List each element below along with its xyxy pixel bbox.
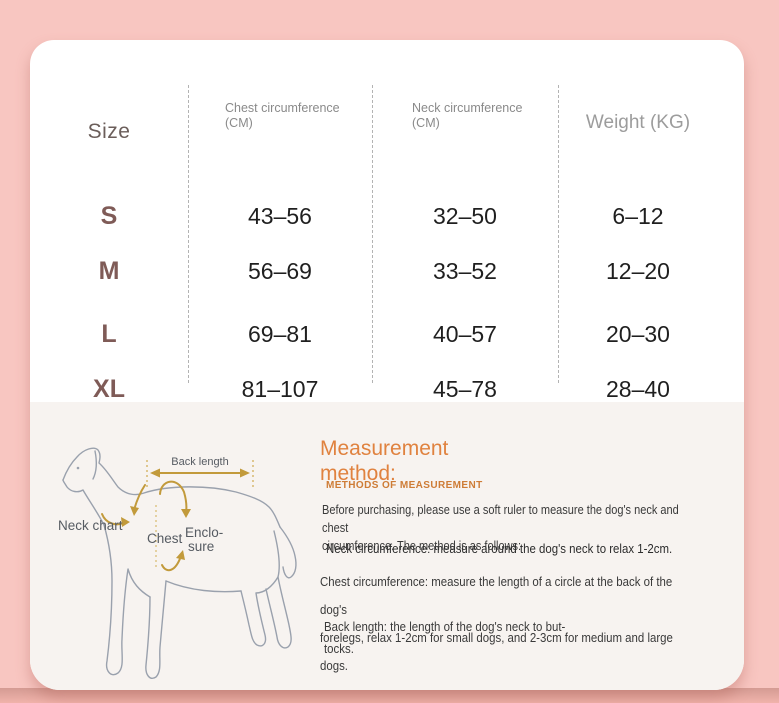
size-cell: M — [98, 257, 120, 285]
chest-cell: 43–56 — [248, 203, 312, 229]
intro-paragraph: Before purchasing, please use a soft rul… — [322, 503, 679, 553]
column-header-weight: Weight (KG) — [585, 112, 691, 133]
neck-circumference-paragraph: Neck circumference: measure around the d… — [326, 541, 673, 556]
table-row: S 43–56 32–50 6–12 — [30, 197, 744, 235]
back-length-label: Back length — [171, 456, 228, 468]
neck-chart-label: Neck chart — [58, 518, 123, 533]
size-cell: L — [101, 320, 117, 348]
column-header-chest: Chest circumference (CM) — [225, 101, 340, 130]
chest-circumference-paragraph: Chest circumference: measure the length … — [320, 574, 673, 673]
chest-cell: 69–81 — [248, 321, 312, 347]
back-length-paragraph: Back length: the length of the dog's nec… — [324, 619, 566, 656]
enclosure-label: Enclo- — [185, 525, 223, 540]
measure-arrows — [101, 480, 191, 572]
methods-of-measurement-subtitle: METHODS OF MEASUREMENT — [326, 480, 483, 491]
weight-cell: 12–20 — [606, 258, 670, 284]
column-header-size: Size — [87, 120, 131, 143]
table-row: XL 81–107 45–78 28–40 — [30, 370, 744, 408]
neck-cell: 40–57 — [433, 321, 497, 347]
table-row: L 69–81 40–57 20–30 — [30, 315, 744, 353]
neck-cell: 45–78 — [433, 376, 497, 402]
column-divider — [372, 85, 373, 383]
neck-cell: 32–50 — [433, 203, 497, 229]
back-length-guide-dots — [146, 460, 254, 568]
enclosure-label: sure — [188, 539, 214, 554]
column-header-neck: Neck circumference (CM) — [412, 101, 523, 130]
bottom-pink-strip — [0, 688, 779, 703]
chest-label: Chest — [147, 531, 183, 546]
column-divider — [188, 85, 189, 383]
chest-cell: 81–107 — [241, 376, 319, 402]
weight-cell: 28–40 — [606, 376, 670, 402]
column-divider — [558, 85, 559, 383]
table-row: M 56–69 33–52 12–20 — [30, 252, 744, 290]
measurement-method-title: Measurement method: — [320, 437, 449, 485]
size-cell: S — [100, 202, 118, 230]
chest-cell: 56–69 — [248, 258, 312, 284]
size-cell: XL — [93, 375, 125, 403]
content-card: Size Chest circumference (CM) Neck circu… — [30, 40, 744, 690]
back-length-arrow — [150, 468, 250, 478]
measurement-section: Back length Neck chart Chest Enclo- sure… — [30, 402, 744, 690]
weight-cell: 6–12 — [612, 203, 664, 229]
neck-cell: 33–52 — [433, 258, 497, 284]
dog-outline — [62, 447, 297, 679]
weight-cell: 20–30 — [606, 321, 670, 347]
dog-measurement-diagram: Back length Neck chart Chest Enclo- sure — [58, 447, 297, 679]
